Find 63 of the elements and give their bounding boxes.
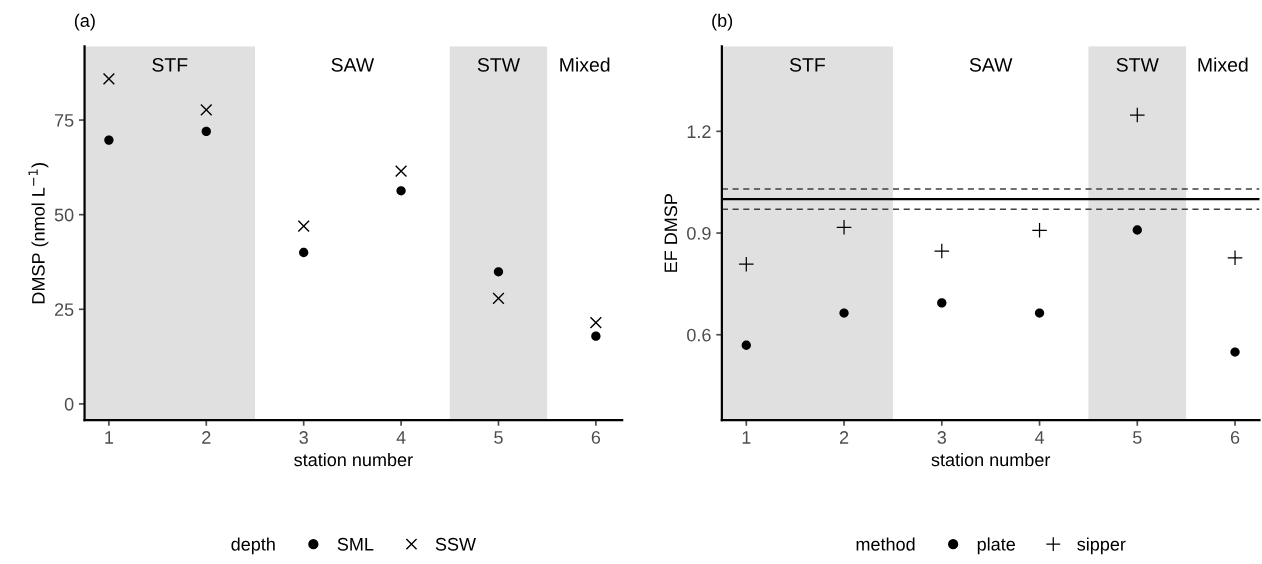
point [738,256,755,273]
y-tick-label: 75 [54,114,74,127]
point [200,103,213,116]
point [591,331,601,341]
point [1031,222,1048,239]
y-axis-title: DMSP (nmol L$^{−1}$) [28,163,49,304]
y-tick-label: 50 [54,208,74,222]
point [836,219,852,236]
legend-label: SSW [435,537,476,551]
point [741,340,751,350]
chart-title: (b) [712,13,733,31]
point [299,247,309,258]
point [1227,249,1243,266]
annotation: Mixed [560,57,610,72]
annotation: Mixed [1198,57,1248,72]
chart-title: (a) [74,13,95,31]
y-tick-label: 1.2 [687,125,711,138]
point [104,135,114,145]
annotation: SAW [331,57,375,72]
x-tick-label: 1 [105,431,114,444]
band-label: STF [789,57,825,72]
point [933,243,950,259]
point [1132,225,1142,235]
x-tick-label: 4 [396,431,406,444]
x-tick-label: 4 [1034,431,1045,444]
point [1230,347,1240,357]
y-tick-label: 0 [64,397,74,411]
point [493,267,504,277]
point [396,186,406,196]
legend-label: SML [337,537,374,551]
x-tick-label: 2 [202,431,211,444]
legend-label: plate [977,537,1015,555]
point [937,298,947,308]
legend-title: method [856,537,915,551]
point [102,72,115,85]
point [492,292,505,305]
band-label: STW [477,57,521,72]
point [589,316,602,329]
y-tick-label: 0.9 [687,226,711,240]
y-tick-label: 25 [54,303,74,317]
band-label: STW [1116,57,1159,72]
point [201,126,211,137]
x-axis-title: station number [294,452,413,467]
legend-label: sipper [1077,537,1126,555]
x-tick-label: 5 [494,431,503,444]
point [839,308,849,318]
y-tick-label: 0.6 [687,328,711,342]
x-tick-label: 5 [1132,431,1142,444]
band-label: STF [152,57,188,72]
x-tick-label: 3 [299,431,308,444]
x-tick-label: 3 [937,431,947,444]
annotation: SAW [969,57,1013,72]
point [297,219,310,233]
point [1034,308,1045,318]
x-tick-label: 2 [839,431,849,444]
x-axis-title: station number [931,452,1051,467]
x-tick-label: 6 [1230,431,1240,444]
x-tick-label: 6 [591,431,601,444]
y-axis-title: EF DMSP [664,194,678,272]
point [395,165,408,178]
legend-title: depth [231,537,275,555]
x-tick-label: 1 [742,431,751,444]
point [1129,107,1146,123]
